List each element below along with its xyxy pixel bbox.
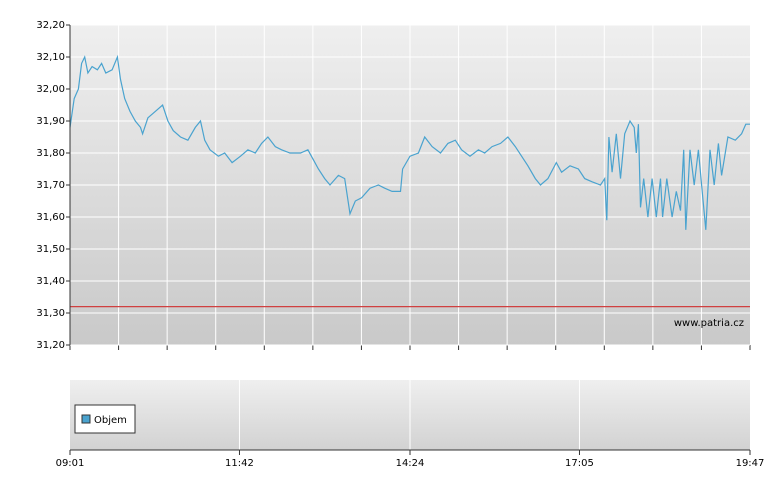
price-line bbox=[69, 54, 750, 230]
x-tick-label: 19:47 bbox=[736, 458, 765, 469]
y-tick-label: 32,20 bbox=[36, 20, 65, 31]
y-tick-label: 32,00 bbox=[36, 84, 65, 95]
x-tick-label: 17:05 bbox=[565, 458, 594, 469]
y-tick-label: 31,40 bbox=[36, 276, 65, 287]
y-tick-label: 31,70 bbox=[36, 180, 65, 191]
y-tick-label: 31,90 bbox=[36, 116, 65, 127]
legend-label: Objem bbox=[94, 415, 127, 426]
y-tick-label: 31,80 bbox=[36, 148, 65, 159]
x-tick-label: 14:24 bbox=[396, 458, 425, 469]
x-tick-label: 11:42 bbox=[225, 458, 254, 469]
y-tick-label: 31,20 bbox=[36, 340, 65, 351]
y-tick-label: 31,50 bbox=[36, 244, 65, 255]
x-tick-label: 09:01 bbox=[56, 458, 85, 469]
watermark: www.patria.cz bbox=[674, 318, 744, 329]
legend-swatch bbox=[81, 414, 91, 424]
y-tick-label: 31,30 bbox=[36, 308, 65, 319]
y-tick-label: 32,10 bbox=[36, 52, 65, 63]
y-tick-label: 31,60 bbox=[36, 212, 65, 223]
